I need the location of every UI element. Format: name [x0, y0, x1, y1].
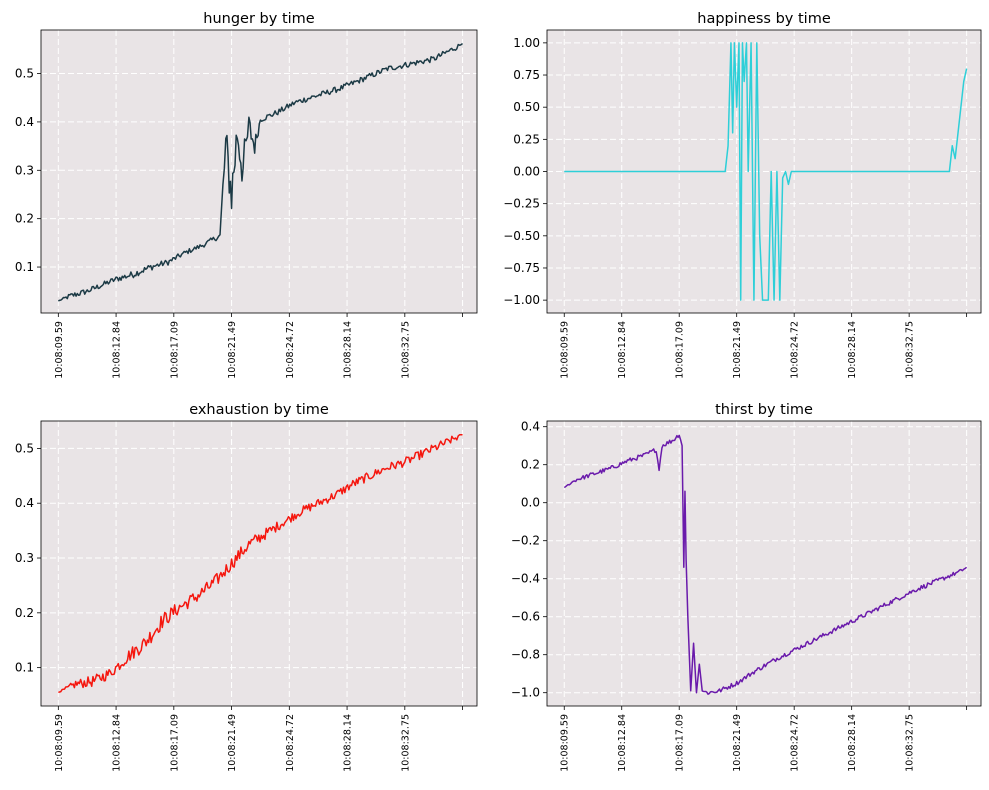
x-tick-label: 10:08:32.75 [905, 321, 916, 379]
y-tick-label: −0.25 [503, 197, 540, 211]
y-tick-label: −0.75 [503, 261, 540, 275]
x-tick-label: 10:08:24.72 [790, 321, 801, 379]
axes-frame [546, 420, 982, 707]
chart-title: exhaustion by time [189, 402, 329, 418]
x-tick-label: 10:08:28.14 [847, 714, 858, 772]
x-tick-label: 10:08:17.09 [675, 321, 686, 379]
y-tick-label: 0.4 [15, 115, 34, 129]
axes-background [41, 30, 477, 313]
panel-exhaustion: 0.1 0.2 0.3 0.4 0.5 10:08:09.59 10:08:12.84 10:… [15, 402, 478, 772]
y-tick-label: 0.2 [15, 212, 34, 226]
y-tick-label: −1.00 [503, 293, 540, 307]
y-tick-label: 0.5 [15, 67, 34, 81]
y-tick-label: 0.4 [15, 496, 34, 510]
x-tick-label: 10:08:24.72 [790, 714, 801, 772]
y-tick-label: 0.75 [513, 68, 540, 82]
chart-title: thirst by time [715, 402, 813, 418]
chart-title: happiness by time [697, 11, 831, 27]
x-tick-label: 10:08:12.84 [617, 714, 628, 772]
x-tick-label: 10:08:28.14 [847, 321, 858, 379]
x-tick-label: 10:08:12.84 [112, 714, 123, 772]
axes-frame [40, 420, 478, 707]
y-tick-label: 0.00 [513, 165, 540, 179]
x-tick-label: 10:08:32.75 [400, 714, 411, 772]
y-tick-label: −0.50 [503, 229, 540, 243]
panel-hunger: 0.1 0.2 0.3 0.4 0.5 10:08:09.59 10:08:12.84 10:… [15, 11, 478, 379]
x-tick-label: 10:08:28.14 [343, 321, 354, 379]
y-tick-label: 0.3 [15, 163, 34, 177]
y-tick-label: −0.2 [511, 534, 540, 548]
y-tick-label: 0.50 [513, 100, 540, 114]
x-tick-label: 10:08:24.72 [285, 714, 296, 772]
y-tick-label: −1.0 [511, 686, 540, 700]
y-tick-label: −0.4 [511, 572, 540, 586]
x-tick-label: 10:08:21.49 [732, 321, 743, 379]
series-line [563, 434, 968, 695]
chart-title: hunger by time [203, 11, 314, 27]
x-tick-label: 10:08:12.84 [617, 321, 628, 379]
y-tick-label: −0.6 [511, 610, 540, 624]
y-tick-label: 1.00 [513, 36, 540, 50]
x-tick-label: 10:08:09.59 [54, 321, 65, 379]
y-tick-label: 0.0 [521, 496, 540, 510]
y-tick-label: 0.2 [15, 606, 34, 620]
x-tick-label: 10:08:32.75 [400, 321, 411, 379]
series-line [58, 433, 463, 694]
y-tick-label: 0.2 [521, 458, 540, 472]
x-tick-label: 10:08:09.59 [54, 714, 65, 772]
x-tick-label: 10:08:24.72 [285, 321, 296, 379]
x-tick-label: 10:08:32.75 [905, 714, 916, 772]
panel-thirst: −1.0 −0.8 −0.6 −0.4 −0.2 0.0 0.2 0.4 10:08:09.59… [511, 402, 982, 772]
x-tick-label: 10:08:09.59 [560, 714, 571, 772]
panel-happiness: −1.00 −0.75 −0.50 −0.25 0.00 0.25 0.50 0.75 1.00… [503, 11, 982, 379]
x-tick-label: 10:08:28.14 [343, 714, 354, 772]
x-tick-label: 10:08:09.59 [560, 321, 571, 379]
y-tick-label: 0.5 [15, 441, 34, 455]
x-tick-label: 10:08:21.49 [732, 714, 743, 772]
x-tick-label: 10:08:17.09 [169, 714, 180, 772]
series-line [564, 42, 968, 301]
x-tick-label: 10:08:17.09 [675, 714, 686, 772]
y-tick-label: 0.1 [15, 260, 34, 274]
axes-frame [40, 29, 478, 314]
series-line [57, 42, 464, 302]
axes-background [41, 421, 477, 706]
axes-background [547, 421, 981, 706]
y-tick-label: −0.8 [511, 648, 540, 662]
x-tick-label: 10:08:17.09 [169, 321, 180, 379]
x-tick-label: 10:08:12.84 [112, 321, 123, 379]
y-tick-label: 0.4 [521, 420, 540, 434]
y-tick-label: 0.1 [15, 661, 34, 675]
x-tick-label: 10:08:21.49 [227, 714, 238, 772]
y-tick-label: 0.25 [513, 132, 540, 146]
y-tick-label: 0.3 [15, 551, 34, 565]
x-tick-label: 10:08:21.49 [227, 321, 238, 379]
